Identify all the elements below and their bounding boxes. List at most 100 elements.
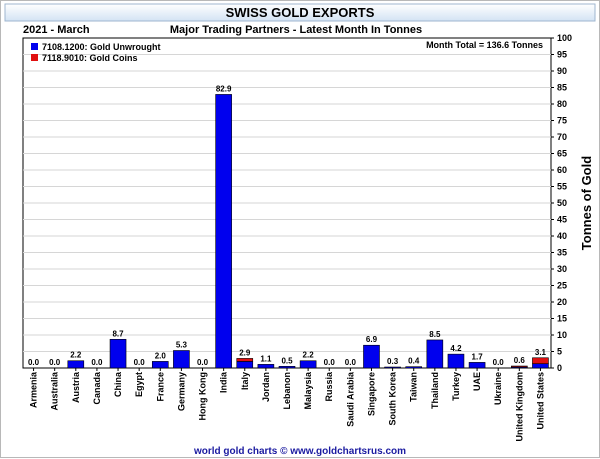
y-tick-label: 0 — [557, 363, 562, 373]
data-label: 3.1 — [535, 348, 547, 357]
data-label: 0.0 — [345, 358, 357, 367]
x-tick-label: Armenia — [29, 371, 39, 408]
x-tick-label: China — [113, 371, 123, 397]
bar-unwrought — [67, 360, 85, 369]
legend-swatch-coins — [31, 54, 38, 61]
y-tick-label: 95 — [557, 50, 567, 60]
y-tick-label: 65 — [557, 149, 567, 159]
data-label: 1.1 — [260, 354, 272, 363]
x-tick-label: Canada — [92, 371, 102, 405]
x-tick-label: India — [219, 371, 229, 393]
x-tick-label: Jordan — [261, 372, 271, 402]
y-tick-label: 10 — [557, 330, 567, 340]
gridlines — [23, 54, 551, 352]
y-tick-label: 90 — [557, 66, 567, 76]
data-label: 5.3 — [176, 341, 188, 350]
y-tick-label: 60 — [557, 165, 567, 175]
data-label: 0.0 — [493, 358, 505, 367]
legend-swatch-unwrought — [31, 43, 38, 50]
data-label: 0.3 — [387, 357, 399, 366]
x-tick-label: Hong Kong — [198, 372, 208, 421]
x-tick-label: UAE — [472, 372, 482, 391]
y-tick-label: 80 — [557, 99, 567, 109]
data-label: 0.0 — [324, 358, 336, 367]
y-tick-label: 35 — [557, 248, 567, 258]
y-tick-label: 45 — [557, 215, 567, 225]
bar-unwrought — [384, 366, 401, 369]
data-label: 0.0 — [49, 358, 61, 367]
y-tick-label: 55 — [557, 182, 567, 192]
x-tick-label: Austria — [71, 371, 81, 403]
x-tick-label: Russia — [324, 371, 334, 402]
bar-unwrought — [363, 344, 380, 369]
bar-coins — [236, 358, 254, 362]
period-label: 2021 - March — [23, 24, 90, 36]
legend-label-unwrought: 7108.1200: Gold Unwrought — [42, 42, 161, 52]
x-tick-label: Egypt — [134, 372, 144, 397]
data-label: 1.7 — [472, 352, 484, 361]
bar-unwrought — [405, 366, 423, 369]
x-tick-label: Australia — [50, 371, 60, 411]
y-tick-label: 15 — [557, 314, 567, 324]
data-label: 8.5 — [429, 330, 441, 339]
data-label: 0.5 — [281, 356, 293, 365]
y-tick-label: 70 — [557, 132, 567, 142]
data-label: 4.2 — [450, 344, 462, 353]
bar-unwrought — [447, 353, 465, 369]
data-label: 0.0 — [197, 358, 209, 367]
title-banner — [4, 3, 596, 22]
y-tick-label: 50 — [557, 198, 567, 208]
bar-unwrought — [236, 361, 254, 369]
bar-unwrought — [299, 360, 317, 369]
chart-subtitle: Major Trading Partners - Latest Month In… — [170, 24, 422, 36]
y-tick-label: 40 — [557, 231, 567, 241]
bar-unwrought — [468, 362, 486, 369]
legend-label-coins: 7118.9010: Gold Coins — [42, 53, 138, 63]
bar-unwrought — [173, 350, 190, 369]
x-tick-label: Italy — [240, 372, 250, 390]
bar-unwrought — [532, 363, 549, 369]
y-axis-ticks: 0 5 10 15 20 25 30 35 40 45 50 55 60 65 70 75 80 85 90 95 10… — [551, 33, 572, 373]
data-label: 0.6 — [514, 356, 526, 365]
bars — [67, 94, 549, 369]
x-tick-label: Malaysia — [303, 371, 313, 410]
x-tick-label: Germany — [176, 372, 186, 411]
x-tick-label: Taiwan — [409, 372, 419, 402]
y-axis-label: Tonnes of Gold — [579, 156, 594, 250]
bar-unwrought — [257, 364, 275, 369]
x-tick-label: Ukraine — [493, 372, 503, 405]
y-tick-label: 20 — [557, 297, 567, 307]
data-labels: 0.0 0.0 2.2 0.0 8.7 0.0 2.0 5.3 0.0 82.9 2.9 1.1 0.5… — [28, 84, 547, 367]
chart-title: SWISS GOLD EXPORTS — [226, 5, 375, 20]
data-label: 0.4 — [408, 357, 420, 366]
y-tick-label: 30 — [557, 264, 567, 274]
x-tick-label: Lebanon — [282, 372, 292, 410]
y-tick-label: 85 — [557, 83, 567, 93]
bar-unwrought — [278, 366, 296, 369]
bar-coins — [511, 365, 528, 368]
x-tick-label: United States — [535, 372, 545, 430]
data-label: 0.0 — [91, 358, 103, 367]
x-tick-label: South Korea — [388, 371, 398, 425]
bar-unwrought — [215, 94, 232, 369]
x-axis-ticks: Armenia Australia Austria Canada China Egypt F… — [29, 368, 545, 442]
x-tick-label: United Kingdom — [514, 372, 524, 442]
data-label: 8.7 — [112, 329, 124, 338]
data-label: 0.0 — [28, 358, 40, 367]
bar-unwrought — [109, 338, 127, 369]
month-total: Month Total = 136.6 Tonnes — [426, 40, 543, 50]
x-tick-label: France — [155, 372, 165, 402]
y-tick-label: 5 — [557, 347, 562, 357]
y-tick-label: 25 — [557, 281, 567, 291]
data-label: 2.2 — [303, 351, 315, 360]
data-label: 0.0 — [134, 358, 146, 367]
x-tick-label: Saudi Arabia — [345, 371, 355, 427]
y-tick-label: 100 — [557, 33, 572, 43]
x-tick-label: Thailand — [430, 372, 440, 409]
data-label: 6.9 — [366, 335, 378, 344]
x-tick-label: Turkey — [451, 372, 461, 401]
footer-credit: world gold charts © www.goldchartsrus.co… — [193, 446, 406, 457]
data-label: 2.2 — [70, 351, 82, 360]
bar-coins — [532, 357, 549, 365]
